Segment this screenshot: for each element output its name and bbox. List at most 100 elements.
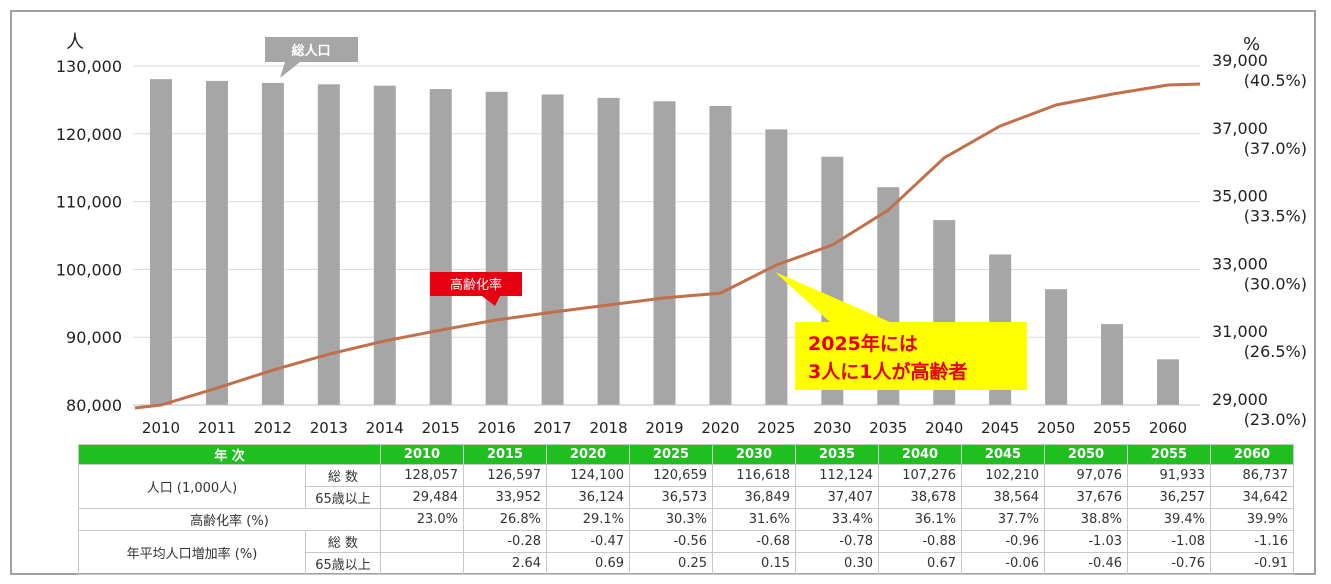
cell: -0.78 [795, 530, 879, 553]
cell: 31.6% [712, 508, 796, 531]
cell: -0.76 [1127, 552, 1211, 575]
x-tick-label: 2019 [645, 419, 683, 437]
left-tick-label: 120,000 [56, 125, 122, 144]
cell: 38,678 [878, 486, 962, 509]
population-total-row: 人口 (1,000人) 総 数 128,057 126,597 124,100 120,6… [78, 464, 1294, 509]
bar-2014 [373, 85, 396, 406]
header-year: 2025 [629, 444, 713, 465]
cell: 102,210 [961, 464, 1045, 487]
growth-total-row: 年平均人口増加率 (%) 総 数 -0.28 -0.47 -0.56 -0.68 -0.78… [78, 530, 1294, 575]
cell: 38.8% [1044, 508, 1128, 531]
cell: 120,659 [629, 464, 713, 487]
cell: 116,618 [712, 464, 796, 487]
cell: -0.46 [1044, 552, 1128, 575]
header-year: 2015 [463, 444, 547, 465]
note-line-2: 3人に1人が高齢者 [808, 360, 967, 383]
x-tick-label: 2015 [422, 419, 460, 437]
cell: 0.15 [712, 552, 796, 575]
header-year: 2060 [1210, 444, 1294, 465]
cell: -0.56 [629, 530, 713, 553]
right-tick-label: 33,000 [1212, 254, 1268, 273]
header-year: 2050 [1044, 444, 1128, 465]
cell: -0.96 [961, 530, 1045, 553]
header-year: 2010 [380, 444, 464, 465]
header-year: 2020 [546, 444, 630, 465]
header-year: 2040 [878, 444, 962, 465]
cell [380, 530, 464, 553]
cell: 23.0% [380, 508, 464, 531]
right-axis-unit: % [1243, 34, 1260, 55]
x-tick-label: 2018 [589, 419, 627, 437]
bar-2055 [1101, 324, 1124, 405]
population-table: 年 次 2010 2015 2020 2025 2030 2035 2040 2045 2050 2… [78, 444, 1294, 575]
left-tick-label: 100,000 [56, 260, 122, 279]
cell: 0.67 [878, 552, 962, 575]
cell [380, 552, 464, 575]
right-tick-label: 29,000 [1212, 390, 1268, 409]
cell: 33.4% [795, 508, 879, 531]
total-label: 総 数 [305, 530, 381, 553]
cell: 36,124 [546, 486, 630, 509]
aging-rate-row: 高齢化率 (%) 23.0% 26.8% 29.1% 30.3% 31.6% 33.4% 36… [78, 508, 1294, 531]
bar-2012 [261, 82, 284, 405]
cell: 91,933 [1127, 464, 1211, 487]
aging-rate-label: 高齢化率 (%) [78, 508, 381, 531]
cell: 37,407 [795, 486, 879, 509]
header-year: 2045 [961, 444, 1045, 465]
cell: -0.47 [546, 530, 630, 553]
cell: 36,257 [1127, 486, 1211, 509]
cell: 39.9% [1210, 508, 1294, 531]
x-tick-label: 2014 [366, 419, 404, 437]
aging-rate-label: 高齢化率 [450, 277, 502, 293]
right-tick-label: 35,000 [1212, 187, 1268, 206]
bar-2025 [765, 129, 788, 406]
right-tick-label: 39,000 [1212, 51, 1268, 70]
x-tick-label: 2016 [478, 419, 516, 437]
right-tick-pct: (26.5%) [1244, 342, 1307, 361]
note-callout [775, 272, 1027, 390]
bar-2010 [150, 79, 172, 406]
total-pop-label: 総人口 [291, 43, 330, 59]
right-tick-pct: (23.0%) [1244, 410, 1307, 429]
x-tick-label: 2010 [142, 419, 180, 437]
cell: 34,642 [1210, 486, 1294, 509]
over65-label: 65歳以上 [305, 486, 381, 509]
bar-2060 [1157, 359, 1179, 405]
cell: 97,076 [1044, 464, 1128, 487]
cell: 128,057 [380, 464, 464, 487]
bar-2016 [485, 91, 508, 405]
right-tick-pct: (30.0%) [1244, 274, 1307, 293]
cell: 33,952 [463, 486, 547, 509]
cell: 2.64 [463, 552, 547, 575]
aging-rate-callout [430, 272, 522, 306]
aging-rate-line [134, 82, 1201, 410]
bar-2050 [1045, 289, 1068, 405]
cell: 0.69 [546, 552, 630, 575]
x-tick-label: 2011 [198, 419, 236, 437]
x-tick-label: 2055 [1093, 419, 1131, 437]
x-tick-label: 2013 [310, 419, 348, 437]
cell: 107,276 [878, 464, 962, 487]
cell: -0.28 [463, 530, 547, 553]
cell: 0.30 [795, 552, 879, 575]
population-65-row: 65歳以上 29,484 33,952 36,124 36,573 36,849 37,40… [79, 486, 1294, 509]
cell: 0.25 [629, 552, 713, 575]
cell: -0.88 [878, 530, 962, 553]
cell: -1.16 [1210, 530, 1294, 553]
left-tick-label: 80,000 [66, 396, 122, 415]
right-tick-label: 37,000 [1212, 119, 1268, 138]
x-tick-label: 2025 [757, 419, 795, 437]
total-pop-callout [265, 37, 358, 78]
right-tick-pct: (40.5%) [1244, 71, 1307, 90]
x-tick-label: 2020 [701, 419, 739, 437]
x-tick-label: 2040 [925, 419, 963, 437]
x-tick-label: 2050 [1037, 419, 1075, 437]
cell: -1.03 [1044, 530, 1128, 553]
header-row: 年 次 2010 2015 2020 2025 2030 2035 2040 2045 2050 2… [78, 444, 1294, 465]
cell: -0.91 [1210, 552, 1294, 575]
cell: 37,676 [1044, 486, 1128, 509]
header-year: 2035 [795, 444, 879, 465]
cell: 30.3% [629, 508, 713, 531]
header-year: 2055 [1127, 444, 1211, 465]
cell: 124,100 [546, 464, 630, 487]
